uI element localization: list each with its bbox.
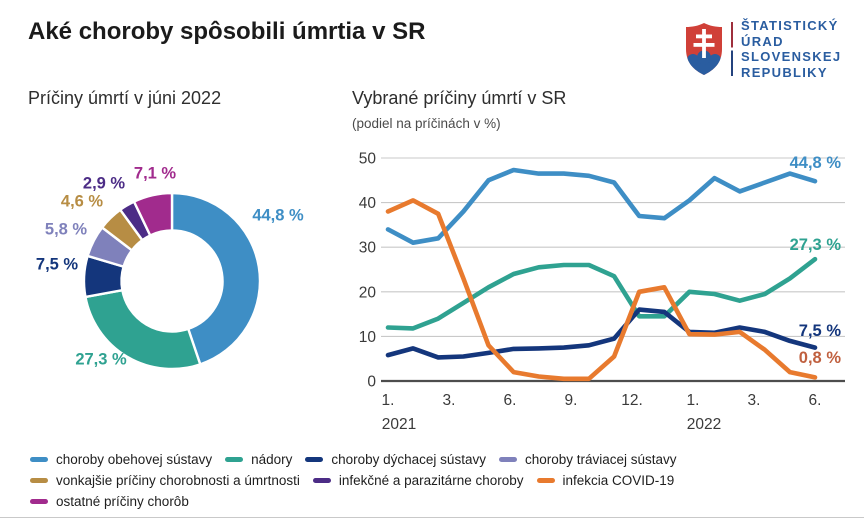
legend-item-infekcne: infekčné a parazitárne choroby (312, 473, 524, 488)
legend-row: choroby obehovej sústavy nádory choroby … (30, 452, 677, 467)
donut-slice-0 (170, 191, 262, 366)
legend-row: vonkajšie príčiny chorobnosti a úmrtnost… (30, 473, 677, 488)
logo-line: ÚRAD (741, 33, 784, 49)
legend-dash-icon (498, 457, 517, 462)
legend-dash-icon (30, 478, 48, 483)
legend-item-dychacia: choroby dýchacej sústavy (305, 452, 486, 467)
statistical-office-logo: ŠTATISTICKÝ ÚRAD SLOVENSKEJ REPUBLIKY (684, 18, 841, 80)
legend-label: choroby dýchacej sústavy (331, 452, 486, 467)
logo-line: ŠTATISTICKÝ (741, 18, 839, 33)
x-year-label: 2022 (687, 416, 721, 433)
donut-label-traviacia: 5,8 % (44, 220, 88, 239)
y-tick-label: 10 (359, 329, 377, 346)
x-tick-label: 12. (621, 392, 643, 409)
x-tick-label: 3. (748, 392, 761, 409)
line-chart-subtitle: (podiel na príčinách v %) (352, 116, 501, 131)
y-tick-label: 30 (359, 240, 377, 257)
donut-chart-title: Príčiny úmrtí v júni 2022 (28, 88, 222, 108)
donut-slice-1 (84, 288, 202, 371)
page-title: Aké choroby spôsobili úmrtia v SR (28, 18, 426, 45)
line-chart-title: Vybrané príčiny úmrtí v SR (352, 88, 567, 108)
y-tick-label: 50 (359, 151, 377, 168)
legend: choroby obehovej sústavy nádory choroby … (30, 452, 677, 509)
x-tick-label: 6. (504, 392, 517, 409)
legend-item-traviacia: choroby tráviacej sústavy (498, 452, 677, 467)
slovak-coat-of-arms-icon (686, 23, 722, 75)
series-line-1 (385, 256, 818, 331)
logo-line: REPUBLIKY (741, 64, 828, 80)
series-line-2 (385, 307, 818, 360)
x-tick-label: 6. (809, 392, 822, 409)
donut-label-infekcne: 2,9 % (82, 174, 126, 193)
legend-label: infekčné a parazitárne choroby (338, 473, 524, 488)
logo-line: SLOVENSKEJ (741, 49, 842, 64)
legend-dash-icon (225, 457, 244, 462)
legend-item-obehova: choroby obehovej sústavy (30, 452, 212, 467)
legend-label: ostatné príčiny chorôb (56, 494, 189, 509)
legend-dash-icon (30, 457, 48, 462)
y-tick-label: 40 (359, 195, 377, 212)
legend-label: nádory (251, 452, 293, 467)
legend-item-nadory: nádory (225, 452, 292, 467)
series-line-3 (385, 198, 818, 382)
legend-dash-icon (305, 457, 324, 462)
legend-item-ostatne: ostatné príčiny chorôb (30, 494, 189, 509)
legend-item-covid: infekcia COVID-19 (536, 473, 675, 488)
legend-dash-icon (536, 478, 555, 483)
legend-row: ostatné príčiny chorôb (30, 494, 677, 509)
x-tick-label: 9. (565, 392, 578, 409)
end-label-dychacia: 7,5 % (798, 322, 841, 340)
donut-label-nadory: 27,3 % (75, 350, 127, 369)
end-label-covid: 0,8 % (798, 349, 841, 367)
donut-label-dychacia: 7,5 % (35, 255, 79, 274)
legend-label: choroby obehovej sústavy (56, 452, 213, 467)
line-chart: 0 10 20 30 40 50 1. 3. 6. 9. 12. 1. 3. 6. 2021 2022 (359, 151, 845, 433)
end-label-obehova: 44,8 % (789, 154, 841, 172)
end-label-nadory: 27,3 % (789, 236, 841, 254)
donut-label-obehova: 44,8 % (252, 206, 304, 225)
x-tick-label: 1. (382, 392, 395, 409)
legend-label: infekcia COVID-19 (562, 473, 675, 488)
donut-slice-6 (132, 191, 174, 238)
logo-divider (731, 22, 733, 76)
legend-label: vonkajšie príčiny chorobnosti a úmrtnost… (56, 473, 300, 488)
legend-label: choroby tráviacej sústavy (524, 452, 677, 467)
legend-dash-icon (312, 478, 331, 483)
donut-chart (82, 191, 262, 371)
y-tick-label: 0 (367, 374, 376, 391)
legend-dash-icon (30, 499, 48, 504)
series-line-0 (385, 167, 818, 245)
x-year-label: 2021 (382, 416, 416, 433)
y-tick-label: 20 (359, 284, 377, 301)
x-tick-label: 3. (443, 392, 456, 409)
logo-text: ŠTATISTICKÝ ÚRAD SLOVENSKEJ REPUBLIKY (741, 18, 841, 80)
x-tick-label: 1. (687, 392, 700, 409)
donut-label-vonkajsie: 4,6 % (60, 192, 104, 211)
donut-label-ostatne: 7,1 % (133, 164, 177, 183)
legend-item-vonkajsie: vonkajšie príčiny chorobnosti a úmrtnost… (30, 473, 300, 488)
